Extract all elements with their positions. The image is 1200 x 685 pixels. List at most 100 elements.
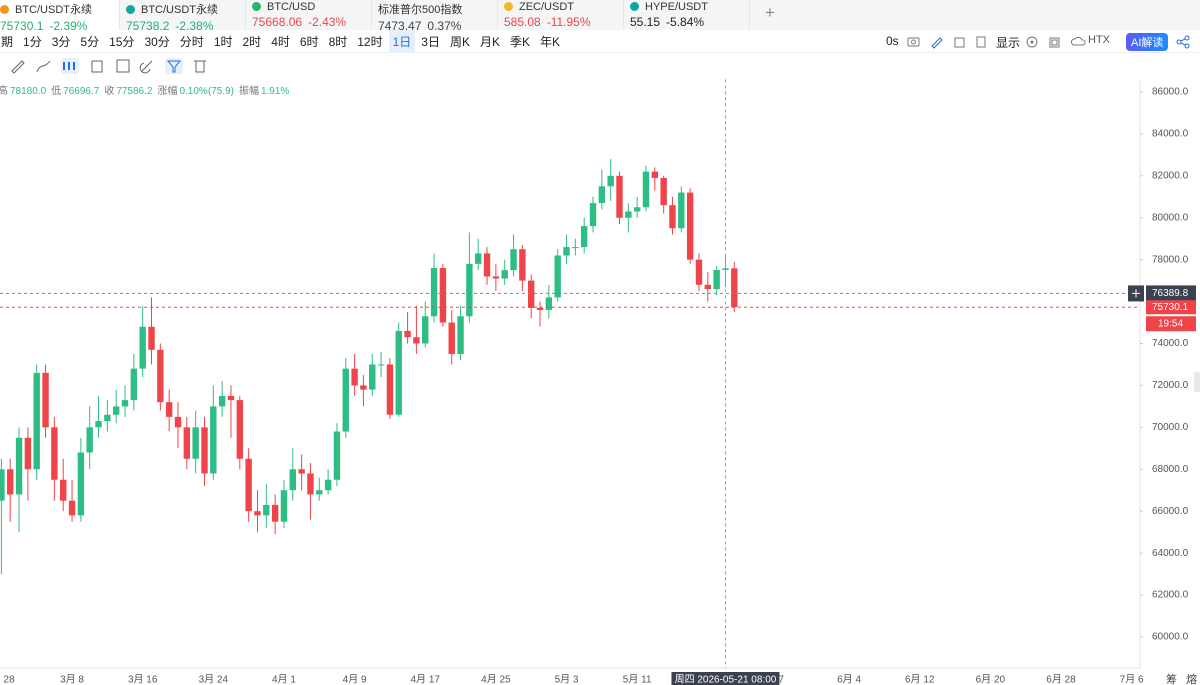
symbol-tab[interactable]: BTC/USD 75668.06 -2.43% [246, 0, 372, 30]
symbol-tab[interactable]: 标准普尔500指数 7473.47 0.37% [372, 0, 498, 33]
tab-symbol-line: BTC/USDT永续 [0, 1, 119, 17]
interval-option[interactable]: 4时 [271, 34, 290, 49]
interval-option[interactable]: 年K [540, 34, 561, 49]
exchange-select[interactable]: HTX [1088, 34, 1110, 46]
interval-option[interactable]: 5分 [80, 34, 100, 49]
interval-option[interactable]: 2时 [242, 34, 262, 49]
interval-option[interactable]: 周K [449, 34, 470, 49]
tab-quote: 585.08 -11.95% [504, 15, 623, 29]
display-toggle[interactable]: 显示 [996, 36, 1021, 50]
add-tab[interactable]: + [765, 3, 775, 22]
symbol-tab[interactable]: HYPE/USDT 55.15 -5.84% [624, 0, 750, 30]
x-tick-label: 6月 4 [837, 674, 861, 685]
y-tick-label: 68000.0 [1152, 464, 1189, 475]
interval-option[interactable]: 季K [510, 34, 531, 49]
tab-change: -2.39% [49, 19, 88, 33]
y-tick-label: 60000.0 [1152, 632, 1189, 643]
interval-option[interactable]: 3分 [51, 34, 71, 49]
candle-body [598, 186, 606, 204]
cloud-icon [1071, 36, 1086, 46]
candle-body [545, 297, 553, 310]
interval-option[interactable]: 6时 [299, 34, 319, 49]
ai-button[interactable]: AI解读 [1126, 33, 1169, 51]
interval-option[interactable]: 15分 [109, 34, 135, 49]
interval-option[interactable]: 1分 [23, 34, 42, 49]
tab-symbol-line: BTC/USDT永续 [126, 1, 245, 17]
crosshair-date: 周四 2026-05-21 08:00 [675, 674, 777, 685]
candle-body [324, 479, 332, 491]
tab-symbol: HYPE/USDT [645, 1, 708, 13]
interval-option[interactable]: 分时 [179, 34, 204, 49]
toolbar-icons[interactable] [1026, 35, 1066, 49]
coin-icon [0, 5, 9, 14]
interval-option[interactable]: 30分 [144, 34, 170, 49]
interval-option[interactable]: 12时 [357, 34, 383, 49]
interval-option[interactable]: 1日 [388, 29, 416, 53]
tab-change: -5.84% [666, 15, 705, 29]
share-icon[interactable] [1176, 35, 1190, 49]
candle-body [501, 270, 508, 279]
crosshair-date-box [671, 672, 780, 685]
candle-body [263, 504, 270, 516]
candle-body [563, 247, 570, 256]
info-label: 收 [104, 86, 115, 97]
tab-quote: 55.15 -5.84% [630, 15, 749, 29]
candle-body [112, 406, 120, 415]
interval-option[interactable]: 月K [480, 34, 501, 49]
candle-body [254, 511, 261, 516]
drawing-tools[interactable] [0, 53, 220, 79]
ohlc-info: 高 78180.0 低 76696.7 收 77586.2 涨幅 0.10%(75.9) 振幅 1… [0, 82, 294, 97]
candle-body [360, 385, 367, 390]
symbol-tab[interactable]: BTC/USDT永续 75738.2 -2.38% [120, 0, 246, 33]
candle-body [289, 469, 296, 491]
candle-body [651, 171, 659, 178]
y-tick-label: 80000.0 [1152, 212, 1189, 223]
candle-body [351, 368, 358, 386]
candle-body [695, 259, 703, 285]
countdown-setting[interactable]: 0s [886, 34, 899, 48]
candle-body [642, 171, 650, 208]
tab-symbol: ZEC/USDT [519, 1, 574, 13]
info-value: 1.91% [260, 86, 290, 97]
side-label: 熔 [1186, 672, 1197, 685]
y-tick-label: 86000.0 [1152, 87, 1189, 98]
candle-body [413, 337, 420, 344]
candle-body [492, 276, 500, 279]
interval-option[interactable]: 3日 [421, 34, 440, 49]
candle-body [439, 268, 447, 323]
symbol-tab[interactable]: ZEC/USDT 585.08 -11.95% [498, 0, 624, 30]
candle-body [104, 414, 111, 422]
last-price-box [1146, 300, 1196, 315]
tab-symbol-line: HYPE/USDT [630, 1, 749, 13]
interval-option[interactable]: 期 [1, 34, 14, 49]
info-label: 涨幅 [157, 86, 178, 97]
x-tick-label: 4月 25 [481, 674, 511, 685]
x-tick-label: 4月 9 [343, 674, 367, 685]
x-tick-label: 3月 24 [199, 674, 229, 685]
interval-list: 期 1分 3分 5分 15分 30分 分时 1时 2时 4时 6时 8时 12时 1日 3日 周K 月K 季K 年K [0, 29, 566, 53]
candle-body [466, 263, 473, 317]
plus-icon [1132, 289, 1140, 298]
interval-option[interactable]: 8时 [328, 34, 348, 49]
tab-symbol: BTC/USDT永续 [15, 4, 92, 16]
symbol-tab[interactable]: BTC/USDT永续 75730.1 -2.39% [0, 0, 120, 33]
candle-body [342, 368, 349, 432]
candle-body [95, 421, 102, 428]
candle-body [15, 437, 23, 495]
candle-body [404, 330, 411, 338]
toolbar-icons[interactable] [906, 35, 986, 49]
side-handle[interactable] [1194, 372, 1200, 392]
candle-body [519, 249, 526, 281]
tab-change: -2.38% [175, 19, 214, 33]
tab-bar: BTC/USDT永续 75730.1 -2.39% BTC/USDT永续 75738.2… [0, 0, 1200, 33]
candle-body [42, 372, 49, 428]
coin-icon [126, 5, 135, 14]
interval-option[interactable]: 1时 [213, 34, 233, 49]
crosshair-price-box [1146, 285, 1196, 302]
candle-body [130, 368, 138, 401]
candle-body [678, 192, 685, 229]
tab-quote: 75738.2 -2.38% [126, 19, 245, 33]
x-tick-label: 7月 6 [1120, 674, 1144, 685]
candle-body [227, 395, 235, 401]
